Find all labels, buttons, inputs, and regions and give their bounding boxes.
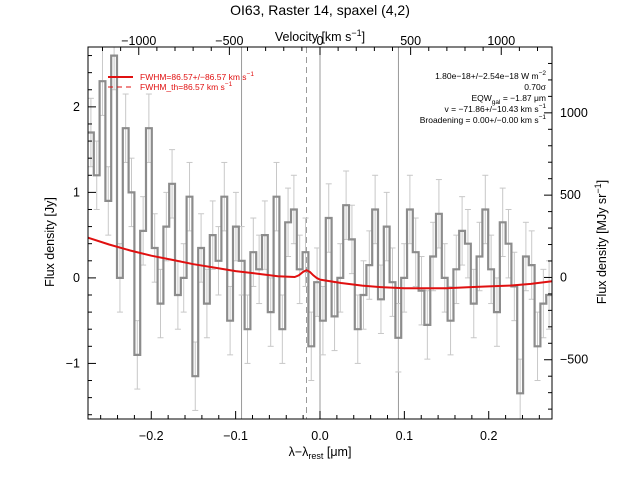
- legend-entry-fwhm: FWHM=86.57+/−86.57 km s−1: [140, 71, 254, 82]
- x-tick-label-3: 0.1: [396, 429, 413, 443]
- tick-marks: −0.2 −0.1 0.0 0.1 0.2 −1000 −500 0 500 1000 −1 0 1 2 −…: [66, 34, 588, 443]
- right-tick-label-0: −500: [560, 353, 588, 367]
- top-tick-label-0: −1000: [121, 34, 156, 48]
- top-axis-label: Velocity [km s−1]: [275, 28, 365, 44]
- fit-line: [87, 236, 553, 290]
- fit-annotations: 1.80e−18+/−2.54e−18 W m−2 0.70σ EQWgal =…: [420, 70, 547, 125]
- x-axis-label: λ−λrest [μm]: [289, 445, 352, 461]
- y-tick-label-3: 2: [73, 100, 80, 114]
- y-tick-label-1: 0: [73, 271, 80, 285]
- right-tick-label-2: 500: [560, 188, 581, 202]
- top-tick-label-4: 1000: [487, 34, 515, 48]
- right-tick-label-3: 1000: [560, 106, 588, 120]
- legend-entry-fwhm-th: FWHM_th=86.57 km s−1: [140, 81, 233, 92]
- top-tick-label-2: 0: [317, 34, 324, 48]
- y-axis-label: Flux density [Jy]: [43, 197, 57, 287]
- x-tick-label-4: 0.2: [480, 429, 497, 443]
- annotation-broadening: Broadening = 0.00+/−0.00 km s−1: [420, 114, 547, 125]
- top-tick-label-1: −500: [215, 34, 243, 48]
- x-tick-label-0: −0.2: [139, 429, 164, 443]
- annotation-eqw: EQWgal = −1.87 μm: [471, 93, 546, 106]
- annotation-velocity: v = −71.86+/−10.43 km s−1: [445, 103, 547, 114]
- annotation-sigma: 0.70σ: [524, 82, 547, 92]
- x-tick-label-2: 0.0: [311, 429, 328, 443]
- y-tick-label-2: 1: [73, 185, 80, 199]
- annotation-flux: 1.80e−18+/−2.54e−18 W m−2: [435, 70, 546, 81]
- chart-title: OI63, Raster 14, spaxel (4,2): [230, 2, 410, 18]
- right-axis-label: Flux density [MJy sr−1]: [593, 180, 609, 304]
- top-tick-label-3: 500: [400, 34, 421, 48]
- series-layer: [87, 54, 553, 395]
- x-tick-label-1: −0.1: [223, 429, 248, 443]
- right-tick-label-1: 0: [560, 270, 567, 284]
- spectrum-step-line: [88, 54, 552, 395]
- legend: FWHM=86.57+/−86.57 km s−1 FWHM_th=86.57 …: [108, 71, 254, 92]
- y-tick-label-0: −1: [66, 356, 80, 370]
